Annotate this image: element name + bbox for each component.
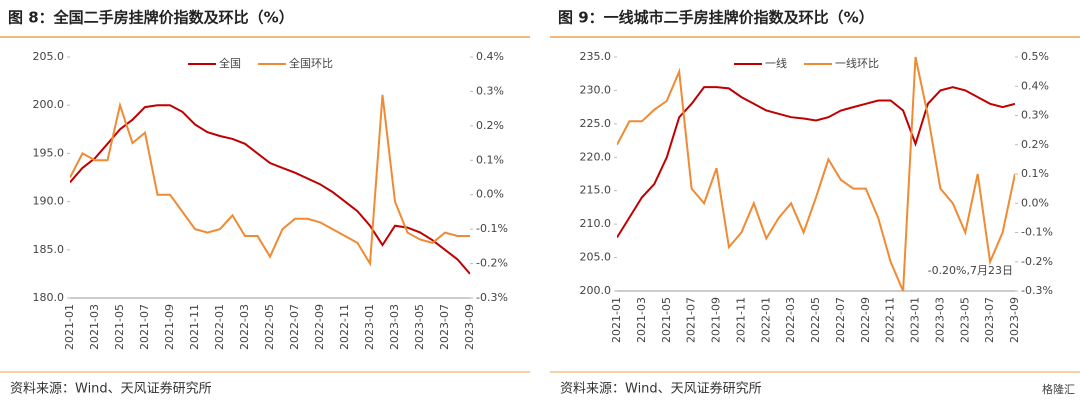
- x-tick-label: 2021-01: [63, 304, 76, 350]
- x-tick-label: 2023-01: [363, 304, 376, 350]
- x-tick-label: 2022-05: [809, 297, 822, 343]
- chart-title: 图 9：一线城市二手房挂牌价指数及环比（%）: [558, 9, 874, 27]
- legend-label: 一线: [765, 56, 787, 70]
- x-tick-label: 2021-03: [635, 297, 648, 343]
- x-tick-label: 2022-07: [834, 297, 847, 343]
- x-tick-label: 2023-07: [438, 304, 451, 350]
- y2-tick-label: 0.3%: [476, 84, 504, 97]
- x-tick-label: 2022-03: [238, 304, 251, 350]
- x-tick-label: 2021-11: [188, 304, 201, 350]
- y2-tick-label: 0.2%: [476, 119, 504, 132]
- x-tick-label: 2023-07: [983, 297, 996, 343]
- source: 资料来源：Wind、天风证券研究所: [560, 381, 762, 397]
- x-tick-label: 2022-07: [288, 304, 301, 350]
- y-tick-label: 205.0: [33, 50, 65, 63]
- y2-tick-label: 0.4%: [476, 50, 504, 63]
- x-tick-label: 2022-01: [759, 297, 772, 343]
- y2-tick-label: 0.1%: [476, 153, 504, 166]
- x-tick-label: 2022-11: [884, 297, 897, 343]
- x-tick-label: 2021-01: [610, 297, 623, 343]
- y-tick-label: 220.0: [580, 150, 612, 163]
- x-tick-label: 2021-11: [734, 297, 747, 343]
- legend-label: 全国: [219, 56, 241, 70]
- y2-tick-label: -0.2%: [1021, 255, 1053, 268]
- source: 资料来源：Wind、天风证券研究所: [10, 381, 212, 397]
- y-tick-label: 225.0: [580, 117, 612, 130]
- annotation: -0.20%,7月23日: [928, 264, 1013, 277]
- x-tick-label: 2021-09: [710, 297, 723, 343]
- x-tick-label: 2022-11: [338, 304, 351, 350]
- x-tick-label: 2022-03: [784, 297, 797, 343]
- y2-tick-label: 0.0%: [476, 188, 504, 201]
- y2-tick-label: -0.1%: [476, 222, 508, 235]
- x-tick-label: 2023-03: [388, 304, 401, 350]
- watermark: 格隆汇: [1042, 382, 1075, 396]
- y2-tick-label: -0.1%: [1021, 226, 1053, 239]
- x-tick-label: 2022-01: [213, 304, 226, 350]
- x-tick-label: 2022-09: [859, 297, 872, 343]
- y2-tick-label: -0.2%: [476, 257, 508, 270]
- y-tick-label: 205.0: [580, 251, 612, 264]
- y2-tick-label: 0.4%: [1021, 79, 1049, 92]
- legend-label: 全国环比: [289, 56, 333, 70]
- y-tick-label: 185.0: [33, 243, 65, 256]
- y-tick-label: 215.0: [580, 184, 612, 197]
- series-line: [70, 94, 470, 267]
- x-tick-label: 2023-05: [958, 297, 971, 343]
- y2-tick-label: 0.1%: [1021, 167, 1049, 180]
- y-tick-label: 180.0: [33, 291, 65, 304]
- x-tick-label: 2021-07: [685, 297, 698, 343]
- y-tick-label: 230.0: [580, 83, 612, 96]
- x-tick-label: 2021-09: [163, 304, 176, 350]
- chart-title: 图 8：全国二手房挂牌价指数及环比（%）: [8, 9, 294, 27]
- y2-tick-label: 0.5%: [1021, 50, 1049, 63]
- y-tick-label: 235.0: [580, 50, 612, 63]
- series-line: [70, 104, 470, 275]
- y2-tick-label: -0.3%: [1021, 284, 1053, 297]
- x-tick-label: 2022-05: [263, 304, 276, 350]
- series-line: [617, 56, 1015, 292]
- y2-tick-label: 0.2%: [1021, 138, 1049, 151]
- x-tick-label: 2021-07: [138, 304, 151, 350]
- y2-tick-label: -0.3%: [476, 291, 508, 304]
- x-tick-label: 2023-03: [933, 297, 946, 343]
- y-tick-label: 200.0: [580, 284, 612, 297]
- x-tick-label: 2021-03: [88, 304, 101, 350]
- x-tick-label: 2021-05: [113, 304, 126, 350]
- x-tick-label: 2021-05: [660, 297, 673, 343]
- x-tick-label: 2022-09: [313, 304, 326, 350]
- x-tick-label: 2023-05: [413, 304, 426, 350]
- y-tick-label: 190.0: [33, 195, 65, 208]
- y-tick-label: 200.0: [33, 98, 65, 111]
- y-tick-label: 210.0: [580, 217, 612, 230]
- x-tick-label: 2023-09: [463, 304, 476, 350]
- x-tick-label: 2023-01: [909, 297, 922, 343]
- legend-label: 一线环比: [835, 56, 879, 70]
- x-tick-label: 2023-09: [1008, 297, 1021, 343]
- series-line: [617, 86, 1015, 239]
- y2-tick-label: 0.3%: [1021, 109, 1049, 122]
- y-tick-label: 195.0: [33, 146, 65, 159]
- y2-tick-label: 0.0%: [1021, 196, 1049, 209]
